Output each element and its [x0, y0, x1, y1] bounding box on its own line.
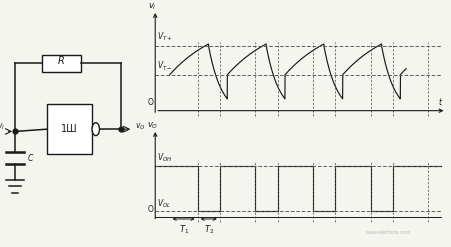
- Bar: [47, 104, 92, 154]
- Text: $T_1$: $T_1$: [179, 224, 189, 236]
- Text: $v_O$: $v_O$: [147, 120, 158, 131]
- Text: 1Ш: 1Ш: [61, 124, 78, 134]
- Text: $v_O$: $v_O$: [134, 122, 145, 132]
- Text: $V_{OH}$: $V_{OH}$: [156, 151, 172, 164]
- Text: $V_{T-}^{\ }$: $V_{T-}^{\ }$: [156, 60, 172, 73]
- Text: $t$: $t$: [438, 96, 444, 107]
- Text: $C$: $C$: [27, 152, 34, 163]
- Text: R: R: [58, 56, 65, 66]
- Text: O: O: [148, 205, 154, 214]
- Text: $T_2$: $T_2$: [203, 224, 214, 236]
- Text: www.elecfans.com: www.elecfans.com: [366, 230, 411, 235]
- Bar: [41, 55, 82, 72]
- Text: $v_I$: $v_I$: [0, 122, 5, 132]
- Text: O: O: [148, 98, 154, 107]
- Circle shape: [92, 123, 100, 136]
- Text: $V_{T+}$: $V_{T+}$: [156, 31, 172, 43]
- Text: $v_I$: $v_I$: [148, 1, 156, 12]
- Text: $V_{OL}$: $V_{OL}$: [156, 197, 171, 209]
